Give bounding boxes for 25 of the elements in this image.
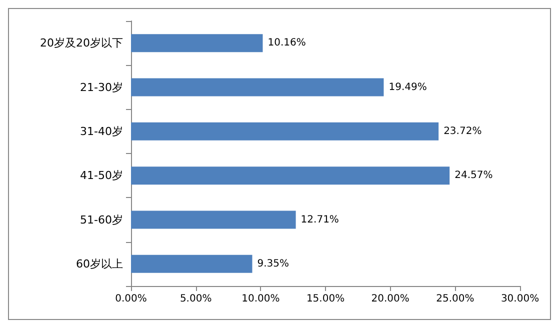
x-tick-label: 20.00% xyxy=(371,294,410,304)
data-label: 12.71% xyxy=(300,214,339,226)
data-label: 10.16% xyxy=(268,38,306,49)
x-tick-label: 5.00% xyxy=(180,294,212,304)
x-tick-label: 10.00% xyxy=(242,294,280,304)
x-tick-label: 0.00% xyxy=(115,294,147,304)
x-tick-label: 25.00% xyxy=(436,294,474,304)
data-label: 24.57% xyxy=(454,170,493,182)
y-tick-label: 51-60岁 xyxy=(80,213,123,226)
x-tick-label: 15.00% xyxy=(306,294,345,304)
y-tick-label: 21-30岁 xyxy=(80,80,123,94)
y-tick-label: 31-40岁 xyxy=(80,124,123,138)
bar xyxy=(131,78,384,96)
bar xyxy=(131,122,439,140)
bar xyxy=(131,34,263,52)
y-tick-label: 20岁及20岁以下 xyxy=(40,36,123,50)
data-label: 9.35% xyxy=(257,258,290,270)
y-tick-label: 60岁以上 xyxy=(76,257,123,270)
y-tick-label: 41-50岁 xyxy=(80,169,123,182)
bar xyxy=(131,210,296,229)
bar xyxy=(131,254,252,273)
data-label: 19.49% xyxy=(388,82,427,93)
data-label: 23.72% xyxy=(444,126,482,137)
bar xyxy=(131,166,450,185)
x-tick-label: 30.00% xyxy=(500,294,540,304)
